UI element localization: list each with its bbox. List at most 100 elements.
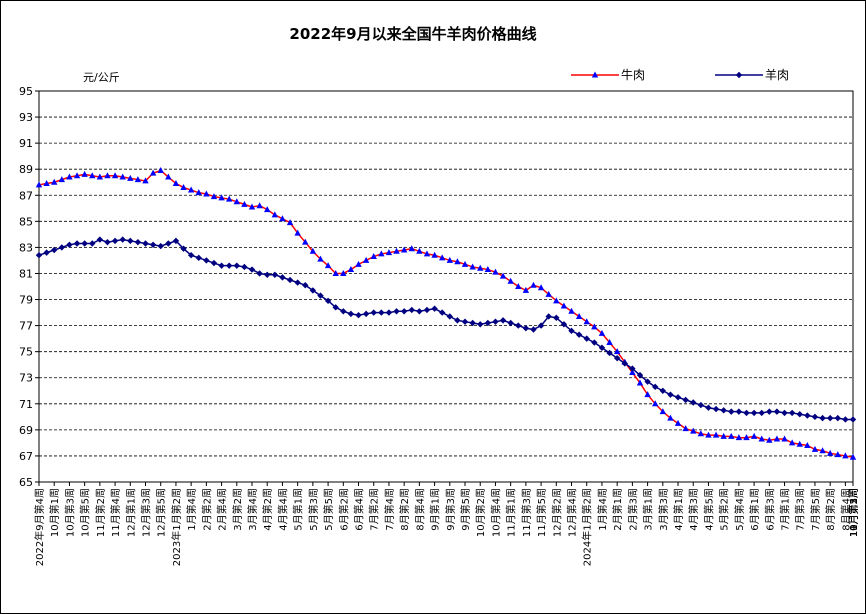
- y-tick-label: 87: [19, 189, 33, 202]
- x-tick-label: 10月第3周: [847, 488, 860, 537]
- x-tick-label: 5月第3周: [307, 488, 320, 531]
- data-point-mutton: [438, 309, 446, 316]
- data-point-mutton: [720, 407, 727, 414]
- legend-marker-mutton: [735, 71, 743, 79]
- x-tick-label: 7月第2周: [368, 488, 381, 531]
- data-point-beef: [134, 176, 142, 183]
- data-point-beef: [172, 180, 180, 187]
- data-point-beef: [302, 238, 309, 245]
- x-tick-label: 10月第5周: [79, 488, 92, 537]
- data-point-mutton: [157, 242, 164, 250]
- data-point-mutton: [636, 371, 644, 379]
- data-point-beef: [66, 173, 73, 180]
- data-point-beef: [667, 414, 674, 421]
- x-tick-label: 8月第4周: [839, 488, 852, 531]
- x-tick-label: 6月第4周: [353, 488, 366, 531]
- data-point-beef: [499, 272, 507, 279]
- data-point-mutton: [515, 322, 522, 329]
- data-point-mutton: [728, 408, 735, 415]
- data-point-mutton: [362, 310, 370, 318]
- data-point-mutton: [89, 240, 96, 247]
- x-tick-label: 5月第2周: [718, 488, 731, 531]
- series-line-mutton: [38, 238, 853, 421]
- data-point-beef: [142, 177, 149, 184]
- data-point-mutton: [279, 274, 286, 281]
- data-point-mutton: [332, 304, 339, 311]
- data-point-mutton: [446, 313, 454, 320]
- x-tick-label: 6月第2周: [337, 488, 350, 531]
- x-tick-label: 7月第5周: [809, 488, 822, 531]
- data-point-mutton: [248, 266, 256, 273]
- data-point-beef: [560, 302, 568, 309]
- data-point-mutton: [165, 240, 172, 247]
- data-point-mutton: [712, 405, 720, 413]
- data-point-mutton: [393, 308, 400, 315]
- data-point-beef: [271, 211, 279, 218]
- data-point-mutton: [629, 365, 636, 372]
- data-point-mutton: [591, 339, 598, 346]
- x-tick-label: 3月第1周: [642, 488, 655, 531]
- data-point-mutton: [492, 318, 499, 325]
- data-point-mutton: [530, 326, 537, 333]
- data-point-beef: [682, 425, 689, 432]
- data-point-beef: [758, 435, 765, 442]
- data-point-beef: [248, 203, 256, 210]
- data-point-beef: [750, 432, 758, 439]
- x-tick-label: 10月第1周: [847, 488, 860, 537]
- x-tick-label: 1月第4周: [185, 488, 198, 531]
- y-tick-label: 81: [19, 267, 33, 280]
- data-point-mutton: [58, 244, 66, 251]
- x-axis-ticks: 2022年9月第4周 10月第1周 10月第3周 10月第5周 11月第2周 11月第4周…: [33, 482, 860, 566]
- data-point-beef: [819, 447, 826, 454]
- data-point-mutton: [218, 262, 225, 269]
- data-point-beef: [355, 260, 362, 267]
- x-tick-label: 5月第4周: [733, 488, 746, 531]
- data-point-mutton: [735, 408, 743, 415]
- data-point-beef: [735, 434, 743, 441]
- data-point-mutton: [294, 279, 301, 286]
- data-point-beef: [73, 172, 81, 179]
- data-point-beef: [294, 229, 301, 236]
- x-tick-label: 12月第3周: [140, 488, 153, 537]
- data-point-beef: [712, 431, 720, 438]
- data-point-beef: [180, 183, 187, 190]
- data-point-beef: [43, 180, 50, 187]
- x-tick-label: 11月第4周: [109, 488, 122, 537]
- y-tick-label: 79: [19, 294, 33, 307]
- data-point-beef: [690, 427, 697, 434]
- x-tick-label: 11月第5周: [535, 488, 548, 537]
- data-point-mutton: [842, 416, 849, 423]
- data-point-beef: [385, 249, 393, 256]
- x-tick-label: 9月第3周: [444, 488, 457, 531]
- data-point-mutton: [644, 378, 651, 385]
- data-point-mutton: [499, 317, 507, 324]
- x-tick-label: 8月第2周: [824, 488, 837, 531]
- data-point-beef: [705, 431, 712, 438]
- data-point-beef: [378, 250, 385, 257]
- x-tick-label: 7月第3周: [794, 488, 807, 531]
- data-point-beef: [826, 449, 834, 456]
- data-point-beef: [104, 172, 111, 179]
- data-point-mutton: [96, 236, 104, 243]
- x-tick-label: 2024年1月第2周: [581, 488, 594, 566]
- data-point-beef: [522, 286, 530, 293]
- data-point-beef: [575, 312, 583, 319]
- x-tick-label: 2022年9月第4周: [33, 488, 46, 566]
- data-point-mutton: [302, 281, 309, 289]
- x-tick-label: 12月第1周: [124, 488, 137, 537]
- x-tick-label: 9月第1周: [847, 488, 860, 531]
- series-layer: [35, 167, 857, 460]
- data-point-beef: [400, 246, 408, 253]
- data-point-mutton: [537, 322, 545, 329]
- data-point-beef: [35, 181, 43, 188]
- data-point-beef: [438, 254, 446, 261]
- chart-title: 2022年9月以来全国牛羊肉价格曲线: [289, 25, 536, 43]
- data-point-mutton: [241, 263, 248, 271]
- data-point-mutton: [826, 414, 834, 422]
- data-point-beef: [606, 339, 613, 346]
- data-point-mutton: [271, 271, 279, 278]
- x-tick-label: 10月第1周: [48, 488, 61, 537]
- data-point-mutton: [522, 325, 530, 332]
- data-point-mutton: [477, 321, 484, 328]
- x-tick-label: 11月第2周: [94, 488, 107, 537]
